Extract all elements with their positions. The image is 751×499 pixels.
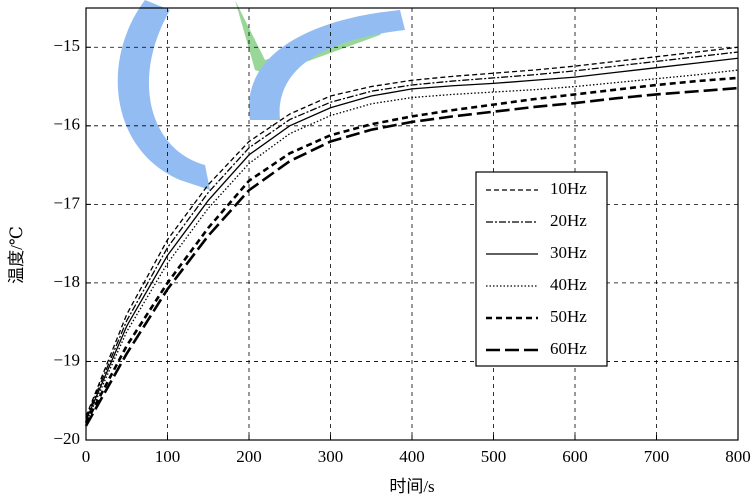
legend-label: 10Hz — [550, 179, 587, 198]
x-tick-label: 0 — [82, 447, 91, 466]
series-line — [84, 86, 739, 427]
y-axis-label: 温度/℃ — [7, 226, 26, 284]
x-tick-label: 600 — [562, 447, 588, 466]
legend-box — [475, 171, 608, 367]
x-tick-label: 500 — [481, 447, 507, 466]
series-line — [85, 69, 739, 423]
legend-label: 50Hz — [550, 307, 587, 326]
legend-label: 30Hz — [550, 243, 587, 262]
series-line — [85, 46, 739, 417]
y-tick-label: −20 — [53, 429, 80, 448]
x-axis-label: 时间/s — [389, 477, 434, 496]
x-tick-label: 400 — [399, 447, 425, 466]
series-line — [85, 51, 739, 419]
y-tick-label: −15 — [53, 36, 80, 55]
legend-label: 60Hz — [550, 339, 587, 358]
y-tick-label: −18 — [53, 272, 80, 291]
legend-label: 40Hz — [550, 275, 587, 294]
watermark — [117, 0, 405, 190]
y-tick-label: −17 — [53, 193, 80, 212]
series-line — [85, 57, 739, 421]
x-tick-label: 100 — [155, 447, 181, 466]
plot-frame — [85, 7, 739, 441]
x-tick-label: 800 — [725, 447, 751, 466]
legend-label: 20Hz — [550, 211, 587, 230]
x-tick-label: 300 — [318, 447, 344, 466]
y-tick-label: −19 — [53, 350, 80, 369]
y-tick-label: −16 — [53, 115, 80, 134]
x-tick-label: 200 — [236, 447, 262, 466]
x-tick-label: 700 — [644, 447, 670, 466]
series-line — [84, 76, 739, 424]
